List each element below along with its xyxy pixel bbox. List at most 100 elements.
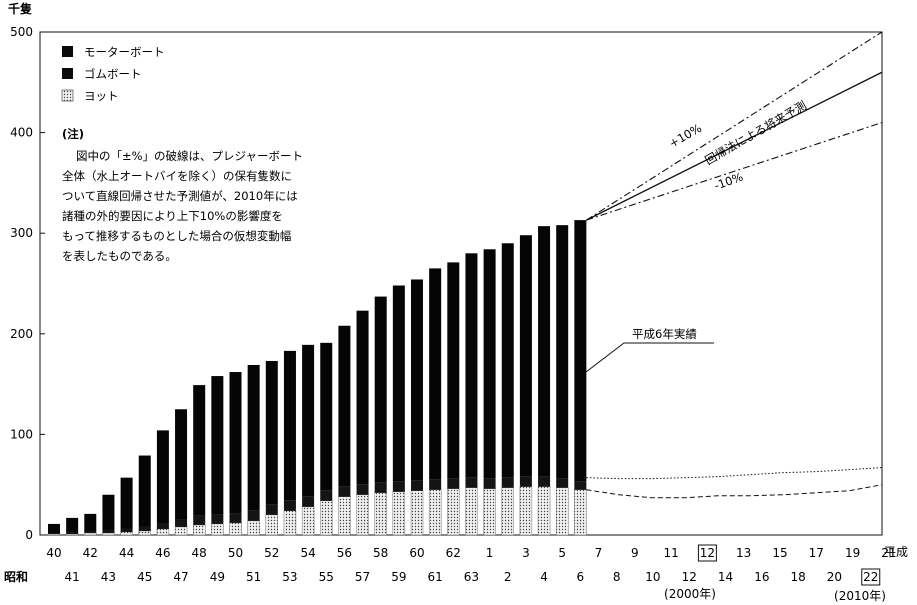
actual-callout-label: 平成6年実績 (632, 327, 697, 341)
bar-rubberboat (102, 529, 115, 533)
x-tick-label-row2: 14 (718, 570, 733, 584)
bar-rubberboat (519, 476, 532, 487)
y-tick-label: 200 (10, 327, 33, 341)
bar-rubberboat (229, 513, 242, 523)
y-axis-unit: 千隻 (8, 1, 32, 16)
bar-yacht (211, 523, 224, 536)
x-tick-label-row1: 62 (446, 546, 461, 560)
forecast-yacht-upper-line (586, 467, 883, 480)
bar-yacht (247, 520, 260, 536)
bar-rubberboat (556, 478, 569, 488)
x-tick-label-row2: 8 (613, 570, 621, 584)
x-tick-label-row1: 60 (409, 546, 424, 560)
forecast-minus10-line (586, 122, 883, 221)
x-tick-label-row1: 40 (46, 546, 61, 560)
bar-rubberboat (429, 479, 442, 490)
y-axis: 0 100 200 300 400 500 (10, 25, 45, 542)
bar-motorboat (66, 517, 79, 532)
bar-yacht (556, 487, 569, 536)
bar-yacht (265, 514, 278, 536)
bar-rubberboat (538, 476, 551, 487)
bar-rubberboat (211, 514, 224, 524)
bar-yacht (192, 524, 206, 536)
bar-yacht (47, 533, 61, 536)
era-label-showa: 昭和 (4, 569, 28, 584)
bar-rubberboat (447, 478, 460, 489)
bar-motorboat (229, 372, 242, 514)
bar-rubberboat (84, 530, 97, 533)
bar-rubberboat (465, 477, 478, 488)
bar-group (47, 220, 587, 536)
bar-rubberboat (265, 504, 278, 515)
x-tick-label-row1: 12 (700, 546, 715, 560)
x-tick-label-row2: 2 (504, 570, 512, 584)
x-tick-label-row1: 11 (663, 546, 678, 560)
x-tick-label-row1: 46 (155, 546, 170, 560)
bar-yacht (501, 487, 514, 536)
bar-motorboat (211, 376, 224, 515)
x-tick-label-row2: 51 (246, 570, 261, 584)
x-tick-label-row2: 16 (754, 570, 769, 584)
bar-motorboat (374, 296, 387, 483)
x-tick-label-row2: 45 (137, 570, 152, 584)
x-tick-box-2000 (697, 544, 717, 562)
forecast-minus10-label: -10% (712, 169, 745, 192)
x-tick-label-row2: 6 (577, 570, 585, 584)
bar-rubberboat (66, 531, 79, 534)
bar-rubberboat (483, 478, 496, 489)
bar-yacht (156, 528, 170, 536)
x-tick-box-2010 (861, 568, 881, 586)
x-tick-label-row2: 41 (65, 570, 80, 584)
year-note-2010: (2010年) (834, 589, 886, 603)
bar-yacht (338, 496, 351, 536)
note-block: (注) 図中の「±%」の破線は、プレジャーボート 全体（水上オートバイを除く）の… (62, 127, 303, 263)
bar-motorboat (338, 325, 351, 487)
y-tick-label: 0 (25, 528, 33, 542)
x-tick-label-row1: 9 (631, 546, 639, 560)
bar-motorboat (411, 279, 423, 481)
bar-yacht (283, 510, 297, 536)
x-tick-label-row1: 50 (228, 546, 243, 560)
bar-motorboat (84, 513, 97, 531)
bar-rubberboat (247, 510, 260, 521)
note-line-2: 全体（水上オートバイを除く）の保有隻数に (62, 169, 292, 183)
note-line-1: 図中の「±%」の破線は、プレジャーボート (76, 149, 303, 163)
bar-motorboat (392, 285, 405, 482)
bar-motorboat (501, 243, 514, 478)
bar-motorboat (429, 268, 442, 480)
note-line-3: ついて直線回帰させた予測値が、2010年には (62, 189, 298, 203)
bar-rubberboat (338, 486, 351, 497)
x-tick-label-row1: 54 (300, 546, 315, 560)
x-tick-label-row2: 43 (101, 570, 116, 584)
bar-yacht (65, 533, 79, 536)
legend-label-yacht: ヨット (84, 89, 119, 103)
x-tick-label-row2: 4 (540, 570, 548, 584)
x-tick-label-row1: 5 (558, 546, 566, 560)
bar-rubberboat (356, 484, 369, 495)
forecast-plus10-line (586, 31, 883, 221)
note-line-6: を表したものである。 (62, 249, 177, 263)
x-tick-label-row2: 49 (210, 570, 225, 584)
bar-yacht (483, 488, 496, 536)
bar-motorboat (538, 226, 551, 477)
legend-swatch-motorboat (62, 46, 73, 57)
note-line-4: 諸種の外的要因により上下10%の影響度を (62, 209, 283, 223)
bar-rubberboat (302, 496, 315, 507)
x-tick-label-row1: 42 (83, 546, 98, 560)
year-note-2000: (2000年) (664, 587, 716, 601)
bar-motorboat (283, 350, 296, 501)
x-tick-label-row2: 61 (428, 570, 443, 584)
bar-rubberboat (392, 481, 405, 492)
y-tick-label: 500 (10, 25, 33, 39)
bar-rubberboat (193, 515, 206, 525)
bar-motorboat (102, 494, 115, 530)
bar-rubberboat (374, 482, 387, 493)
forecast-plus10-label: +10% (667, 121, 705, 151)
bar-rubberboat (411, 480, 423, 491)
x-tick-label-row2: 63 (464, 570, 479, 584)
x-tick-label-row1: 15 (772, 546, 787, 560)
x-tick-label-row1: 19 (845, 546, 860, 560)
bar-rubberboat (138, 526, 151, 531)
x-tick-label-row2: 18 (791, 570, 806, 584)
